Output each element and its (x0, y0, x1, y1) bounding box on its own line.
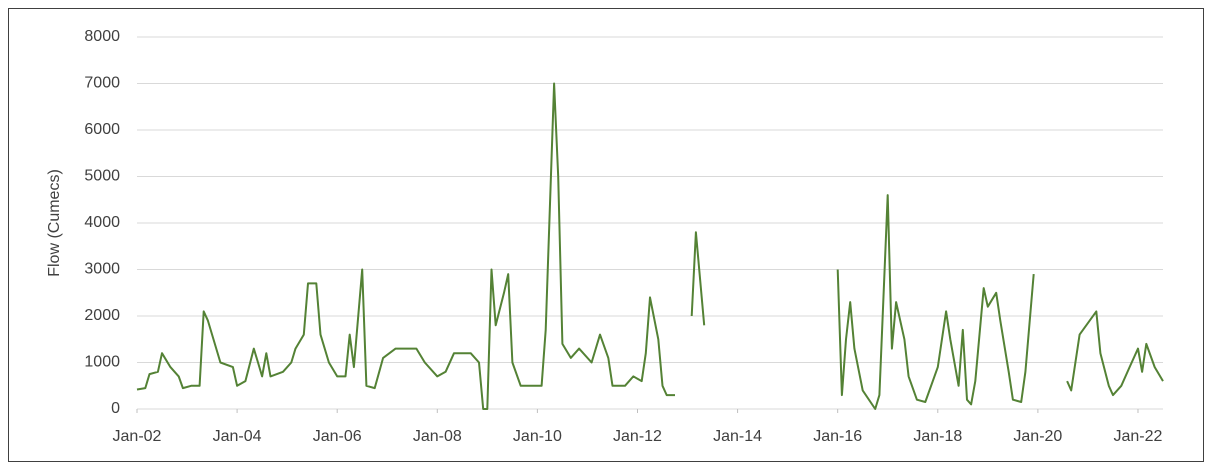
x-tick-label: Jan-06 (313, 428, 362, 445)
y-tick-label: 2000 (84, 307, 120, 324)
x-tick-label: Jan-18 (913, 428, 962, 445)
y-tick-label: 0 (111, 400, 120, 417)
x-tick-label: Jan-04 (213, 428, 262, 445)
x-tick-label: Jan-02 (113, 428, 162, 445)
y-tick-label: 1000 (84, 354, 120, 371)
y-tick-label: 5000 (84, 168, 120, 185)
x-tick-label: Jan-12 (613, 428, 662, 445)
y-axis-title: Flow (Cumecs) (46, 169, 63, 277)
y-tick-label: 4000 (84, 214, 120, 231)
x-tick-label: Jan-22 (1114, 428, 1163, 445)
y-tick-label: 6000 (84, 121, 120, 138)
flow-line (136, 82, 1164, 410)
x-tick-label: Jan-20 (1013, 428, 1062, 445)
x-tick-label: Jan-10 (513, 428, 562, 445)
frame (8, 8, 1204, 462)
y-tick-label: 3000 (84, 261, 120, 278)
y-tick-label: 7000 (84, 75, 120, 92)
x-tick-label: Jan-16 (813, 428, 862, 445)
x-tick-label: Jan-08 (413, 428, 462, 445)
y-tick-label: 8000 (84, 28, 120, 45)
x-tick-label: Jan-14 (713, 428, 762, 445)
